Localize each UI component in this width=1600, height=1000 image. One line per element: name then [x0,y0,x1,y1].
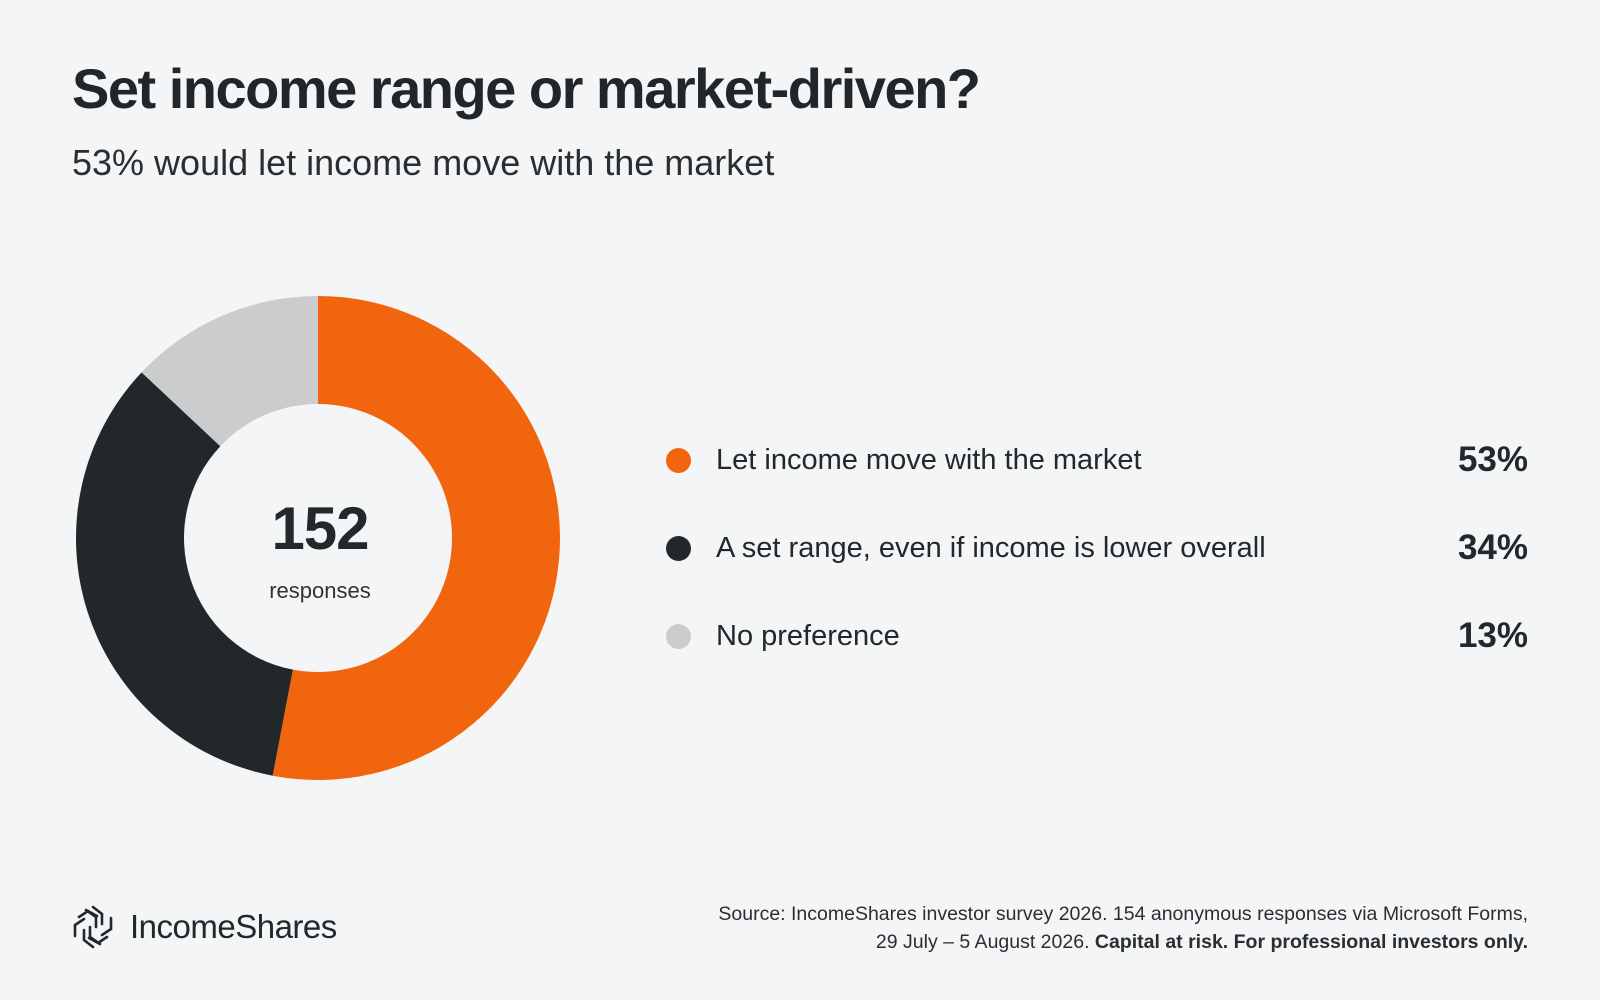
legend-label: A set range, even if income is lower ove… [716,532,1266,564]
legend-dot-no-preference [666,624,691,649]
source-note: Source: IncomeShares investor survey 202… [628,900,1528,956]
legend-value: 34% [1457,528,1528,567]
center-label: responses [269,578,371,603]
legend-label: No preference [716,620,900,652]
source-dates: 29 July – 5 August 2026. [875,931,1090,953]
donut-chart [76,296,561,781]
chart-title: Set income range or market-driven? [72,57,981,120]
legend: Let income move with the market 53% A se… [666,428,1528,692]
brand-name: IncomeShares [130,908,337,945]
donut-slice-set-range [76,372,293,776]
legend-value: 53% [1457,440,1528,479]
chart-subtitle: 53% would let income move with the marke… [72,142,775,183]
source-line-1: Source: IncomeShares investor survey 202… [718,903,1528,925]
legend-item-no-preference: No preference 13% [666,604,1528,692]
risk-disclaimer: Capital at risk. For professional invest… [1094,931,1528,953]
legend-item-market: Let income move with the market 53% [666,428,1528,516]
donut-slice-no-preference [141,296,318,447]
brand-logo: IncomeShares [72,904,337,950]
donut-slice-market [272,296,561,781]
legend-item-set-range: A set range, even if income is lower ove… [666,516,1528,604]
legend-dot-set-range [666,536,691,561]
source-line-2: 29 July – 5 August 2026. Capital at risk… [628,928,1528,956]
legend-value: 13% [1457,616,1528,655]
legend-dot-market [666,448,691,473]
legend-label: Let income move with the market [716,444,1142,476]
center-count: 152 [271,495,369,562]
incomeshares-logo-icon [73,905,113,949]
